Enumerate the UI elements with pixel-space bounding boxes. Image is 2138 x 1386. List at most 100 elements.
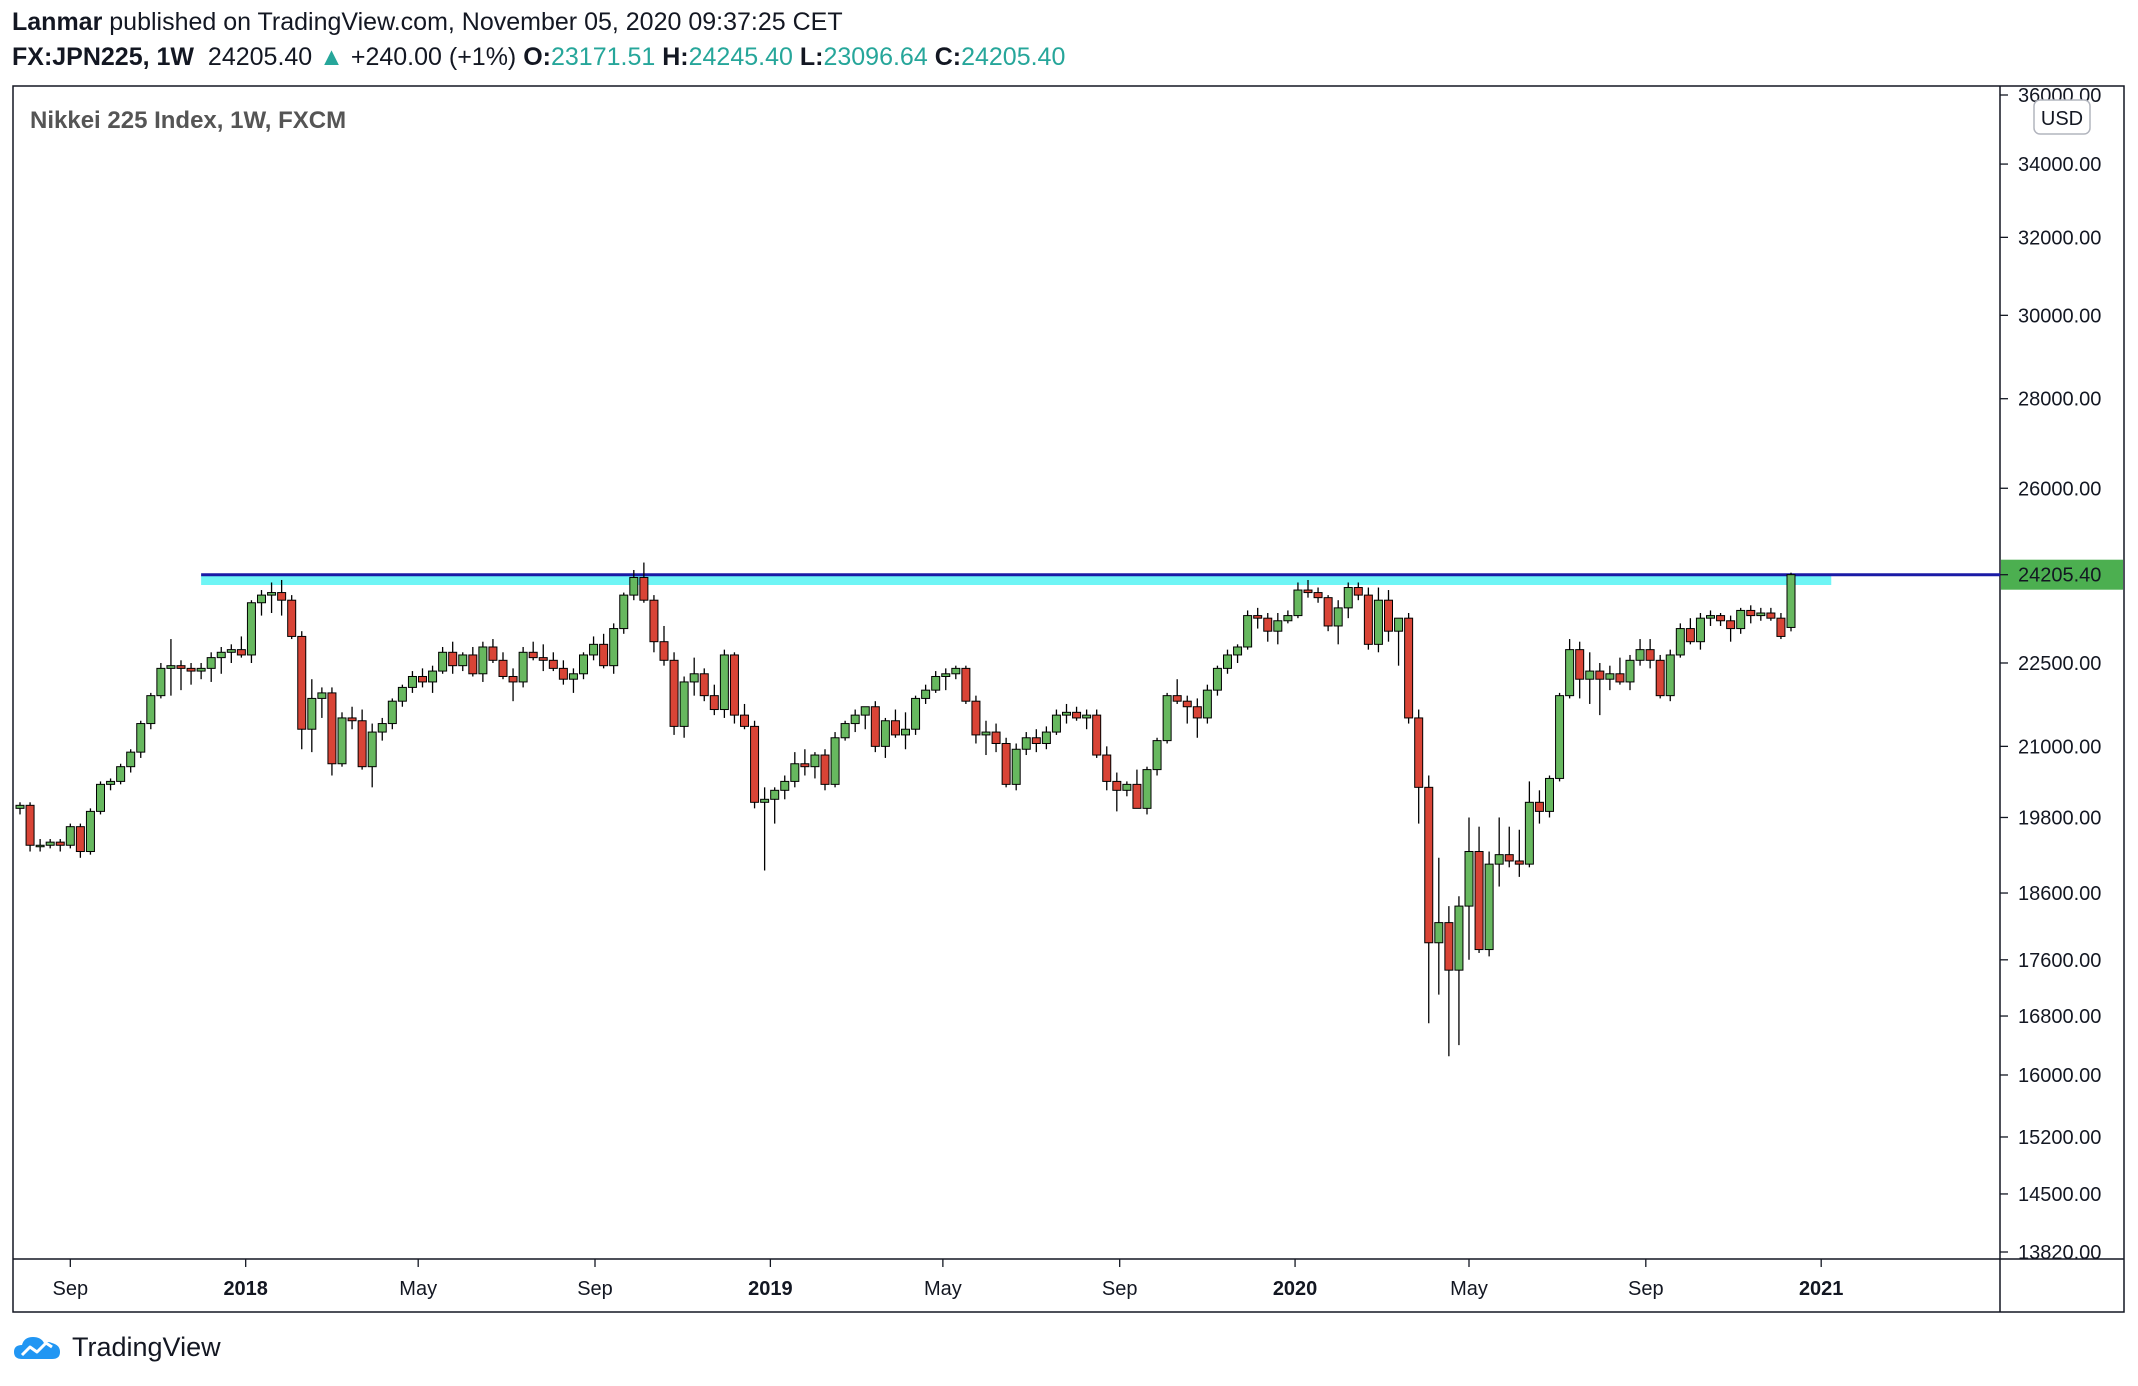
candle	[1786, 572, 1796, 632]
candle	[146, 692, 156, 730]
candle-body	[1253, 615, 1263, 619]
candle-body	[1343, 587, 1353, 609]
last-price: 24205.40	[207, 43, 313, 71]
candle-body	[1001, 742, 1011, 785]
candle	[106, 778, 116, 791]
candle	[327, 687, 337, 776]
candle-body	[397, 686, 407, 702]
x-tick-label: 2020	[1273, 1278, 1318, 1300]
candle	[961, 665, 971, 704]
candle-body	[407, 675, 417, 688]
candle	[629, 569, 639, 601]
candle-body	[1333, 607, 1343, 627]
candlestick-chart[interactable]: Nikkei 225 Index, 1W, FXCM 36000.0034000…	[0, 0, 2138, 1330]
candle-body	[709, 695, 719, 711]
price-axis[interactable]: 36000.0034000.0032000.0030000.0028000.00…	[2000, 85, 2123, 1264]
candle	[136, 720, 146, 758]
author-name: Lanmar	[12, 8, 103, 36]
candle	[1645, 639, 1655, 669]
y-tick-label: 14500.00	[2018, 1184, 2101, 1206]
price-tag	[2001, 559, 2123, 590]
candle-body	[961, 667, 971, 702]
candle	[508, 668, 518, 702]
time-axis[interactable]: Sep 2018 May Sep 2019 May Sep 2020 May Sep 2021	[53, 1259, 1844, 1300]
candle-body	[257, 594, 266, 604]
candle	[770, 787, 780, 824]
candle-body	[1102, 754, 1112, 782]
low-label: L:	[799, 43, 824, 71]
candle-body	[1072, 711, 1082, 719]
candle	[397, 684, 407, 707]
candle	[1303, 579, 1313, 598]
candle-body	[840, 723, 850, 739]
candle-body	[1263, 617, 1273, 632]
candle	[528, 641, 538, 661]
candle-body	[1494, 854, 1504, 865]
candle	[1192, 698, 1202, 738]
candle-body	[156, 667, 166, 697]
candle-body	[146, 695, 156, 725]
y-tick-label: 13820.00	[2018, 1242, 2101, 1264]
candle-body	[1444, 922, 1454, 971]
y-tick-label: 16800.00	[2018, 1006, 2101, 1028]
candle-body	[1514, 860, 1524, 865]
currency-button[interactable]: USD	[2033, 99, 2091, 135]
candle-body	[1504, 854, 1514, 862]
x-tick-label: May	[1450, 1278, 1488, 1300]
candle-body	[1434, 922, 1444, 944]
candle	[1434, 857, 1444, 995]
candle	[478, 641, 488, 682]
candle-body	[1313, 592, 1323, 599]
candle	[719, 649, 729, 718]
candle	[729, 652, 739, 724]
candle-body	[1645, 649, 1655, 661]
candle-body	[1575, 649, 1585, 680]
candle-body	[971, 700, 981, 736]
candle-body	[166, 665, 176, 669]
candle	[1323, 595, 1333, 632]
candle	[488, 639, 498, 663]
candle	[689, 657, 699, 696]
candle	[709, 684, 719, 716]
candle-body	[1112, 780, 1122, 791]
candle	[1464, 817, 1474, 960]
candle	[1484, 851, 1494, 957]
candle	[257, 590, 266, 616]
candle-body	[1152, 740, 1162, 771]
candle	[1092, 709, 1102, 758]
candle	[659, 625, 669, 666]
candle-body	[750, 725, 760, 803]
candle-body	[85, 810, 95, 853]
candle-body	[1726, 620, 1736, 630]
candle-body	[1695, 617, 1705, 643]
candle-body	[448, 651, 458, 667]
candle	[1384, 590, 1393, 642]
candle-body	[870, 706, 880, 747]
candle-body	[236, 649, 246, 656]
candle	[850, 709, 860, 733]
candle	[1534, 790, 1544, 824]
currency-label: USD	[2041, 108, 2083, 130]
candle-body	[1243, 615, 1253, 648]
y-tick-label: 16000.00	[2018, 1065, 2101, 1087]
candle	[1072, 706, 1082, 721]
candle-body	[579, 654, 588, 675]
candle-body	[629, 576, 639, 596]
candle-body	[1746, 609, 1756, 617]
candle-body	[1595, 670, 1605, 680]
candle-body	[1464, 851, 1474, 907]
candle	[1363, 587, 1373, 650]
candle	[1675, 623, 1685, 658]
candle	[347, 706, 357, 730]
candle	[206, 652, 216, 682]
candle-body	[820, 754, 830, 785]
candle	[1685, 618, 1695, 645]
candle	[307, 679, 317, 753]
candle	[1082, 709, 1092, 730]
candle	[1716, 613, 1726, 626]
y-tick-label: 22500.00	[2018, 653, 2101, 675]
y-tick-label: 28000.00	[2018, 389, 2101, 411]
candle	[126, 749, 136, 773]
close-value: 24205.40	[961, 43, 1066, 71]
candle	[1575, 641, 1585, 699]
